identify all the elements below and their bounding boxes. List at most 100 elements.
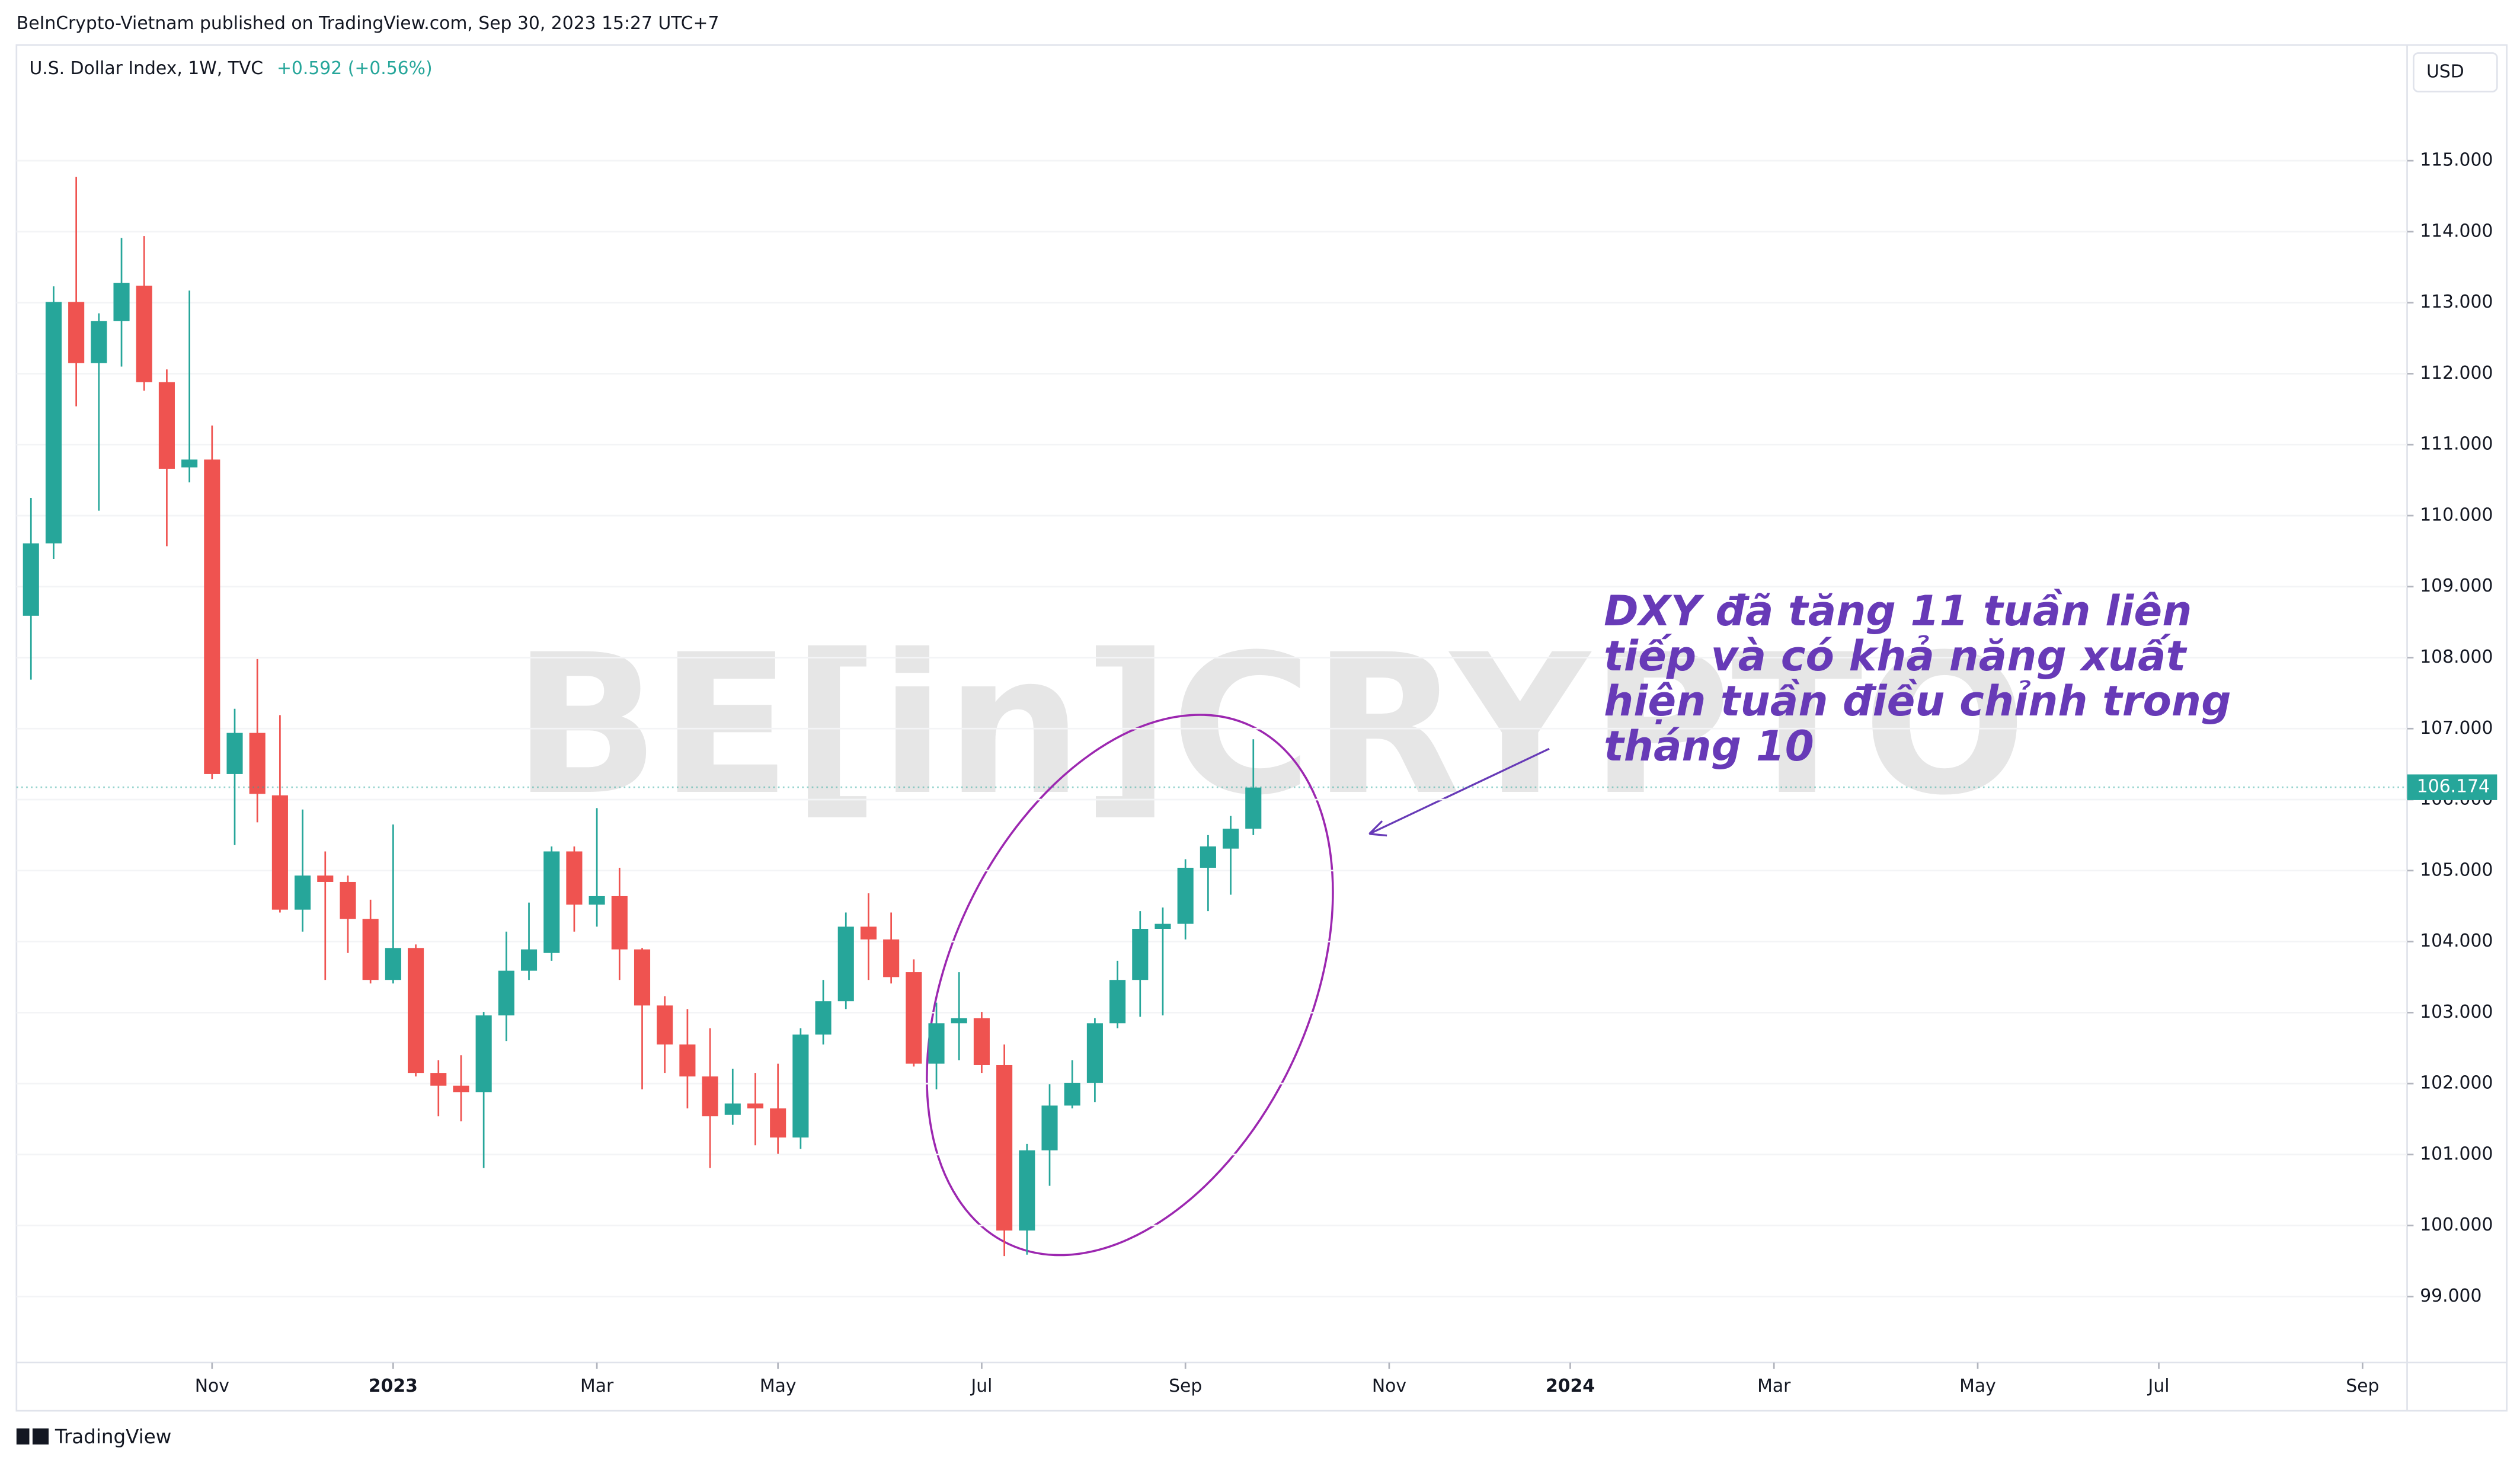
y-tick-label: 110.000: [2420, 504, 2493, 525]
candle-body: [770, 1108, 786, 1138]
candle-body: [249, 733, 266, 794]
x-tick-label: Sep: [2346, 1376, 2379, 1396]
chart-title: U.S. Dollar Index, 1W, TVC: [29, 58, 263, 79]
y-tick-label: 115.000: [2420, 150, 2493, 171]
candle-body: [1064, 1082, 1080, 1106]
candle-body: [951, 1018, 967, 1024]
candle-body: [295, 875, 311, 910]
footer-logo: [16, 1428, 49, 1445]
candle-body: [679, 1044, 696, 1077]
y-tick-label: 112.000: [2420, 363, 2493, 383]
y-tick-label: 108.000: [2420, 647, 2493, 667]
candle-body: [204, 459, 220, 774]
x-tick-label: May: [760, 1376, 797, 1396]
arrow-line: [1368, 747, 1550, 835]
candle-body: [181, 459, 198, 468]
y-tick-label: 109.000: [2420, 576, 2493, 596]
candle-body: [340, 881, 356, 919]
x-tick-label: Sep: [1169, 1376, 1202, 1396]
candle-body: [498, 970, 514, 1016]
y-tick-label: 101.000: [2420, 1143, 2493, 1164]
footer-brand: TradingView: [55, 1426, 171, 1448]
candle-body: [1177, 868, 1194, 924]
candle-body: [1155, 923, 1171, 929]
x-tick-label: Mar: [580, 1376, 614, 1396]
y-tick-label: 99.000: [2420, 1286, 2481, 1306]
currency-button[interactable]: [2413, 52, 2498, 92]
candle-body: [883, 939, 900, 977]
candle-body: [158, 382, 175, 469]
candle-body: [611, 896, 628, 950]
candle-body: [1223, 829, 1239, 849]
candle-body: [996, 1065, 1013, 1231]
x-tick-label: May: [1959, 1376, 1996, 1396]
candle-body: [634, 949, 651, 1006]
candle-body: [973, 1018, 990, 1065]
candle-body: [657, 1005, 673, 1045]
candle-body: [1019, 1150, 1035, 1231]
y-tick-label: 113.000: [2420, 292, 2493, 312]
candle-body: [453, 1085, 469, 1092]
candle-body: [589, 896, 605, 905]
y-tick-label: 105.000: [2420, 859, 2493, 880]
candle-body: [1086, 1023, 1103, 1083]
candle-body: [475, 1015, 492, 1092]
candle-body: [317, 875, 334, 882]
candle-body: [385, 948, 401, 980]
candle-body: [747, 1103, 764, 1109]
candle-body: [45, 302, 62, 544]
candle-body: [408, 948, 424, 1073]
candle-body: [724, 1103, 741, 1115]
annotation-text: DXY đã tăng 11 tuần liên: [1604, 587, 2192, 635]
x-tick-label: Nov: [195, 1376, 229, 1396]
candle-body: [815, 1001, 832, 1035]
x-tick-label: Jul: [970, 1376, 992, 1396]
candle-body: [136, 285, 152, 382]
candle-body: [430, 1073, 447, 1086]
candle-body: [837, 926, 854, 1002]
candle-body: [226, 733, 243, 774]
x-tick-label: Mar: [1757, 1376, 1791, 1396]
x-tick-label: 2024: [1546, 1376, 1595, 1396]
annotation-text: tiếp và có khả năng xuất: [1604, 632, 2188, 680]
candle-body: [702, 1076, 718, 1117]
y-tick-label: 107.000: [2420, 718, 2493, 739]
candle-body: [543, 851, 560, 953]
currency[interactable]: USD: [2426, 61, 2464, 82]
y-tick-label: 102.000: [2420, 1073, 2493, 1094]
candle-body: [271, 795, 288, 910]
last-price-label: 106.174: [2417, 776, 2490, 797]
candle-body: [1109, 980, 1126, 1024]
highlight-ellipse: [926, 714, 1334, 1257]
annotation-text: tháng 10: [1604, 722, 1814, 771]
candle-body: [860, 926, 877, 939]
candle-body: [91, 321, 107, 363]
candle-body: [520, 949, 538, 971]
candle-body: [68, 302, 85, 363]
y-tick-label: 104.000: [2420, 931, 2493, 951]
candle-body: [928, 1023, 945, 1064]
candle-body: [23, 543, 39, 616]
arrow-head: [1368, 820, 1387, 837]
candle-body: [1245, 787, 1262, 829]
price-change: +0.592 (+0.56%): [277, 58, 433, 79]
candle-body: [906, 972, 922, 1064]
candle-body: [1200, 846, 1216, 868]
x-tick-label: Jul: [2147, 1376, 2170, 1396]
x-tick-label: Nov: [1372, 1376, 1406, 1396]
y-tick-label: 100.000: [2420, 1214, 2493, 1235]
y-tick-label: 114.000: [2420, 220, 2493, 241]
candle-body: [566, 851, 583, 905]
last-price-box: [2407, 774, 2497, 800]
x-tick-label: 2023: [369, 1376, 418, 1396]
y-tick-label: 103.000: [2420, 1002, 2493, 1022]
candle-body: [113, 283, 130, 321]
candle-body: [362, 919, 379, 980]
candle-body: [792, 1034, 809, 1138]
candle-body: [1041, 1105, 1058, 1150]
publisher-line: BeInCrypto-Vietnam published on TradingV…: [17, 13, 719, 34]
y-tick-label: 111.000: [2420, 434, 2493, 455]
annotation-text: hiện tuần điều chỉnh trong: [1604, 677, 2231, 725]
